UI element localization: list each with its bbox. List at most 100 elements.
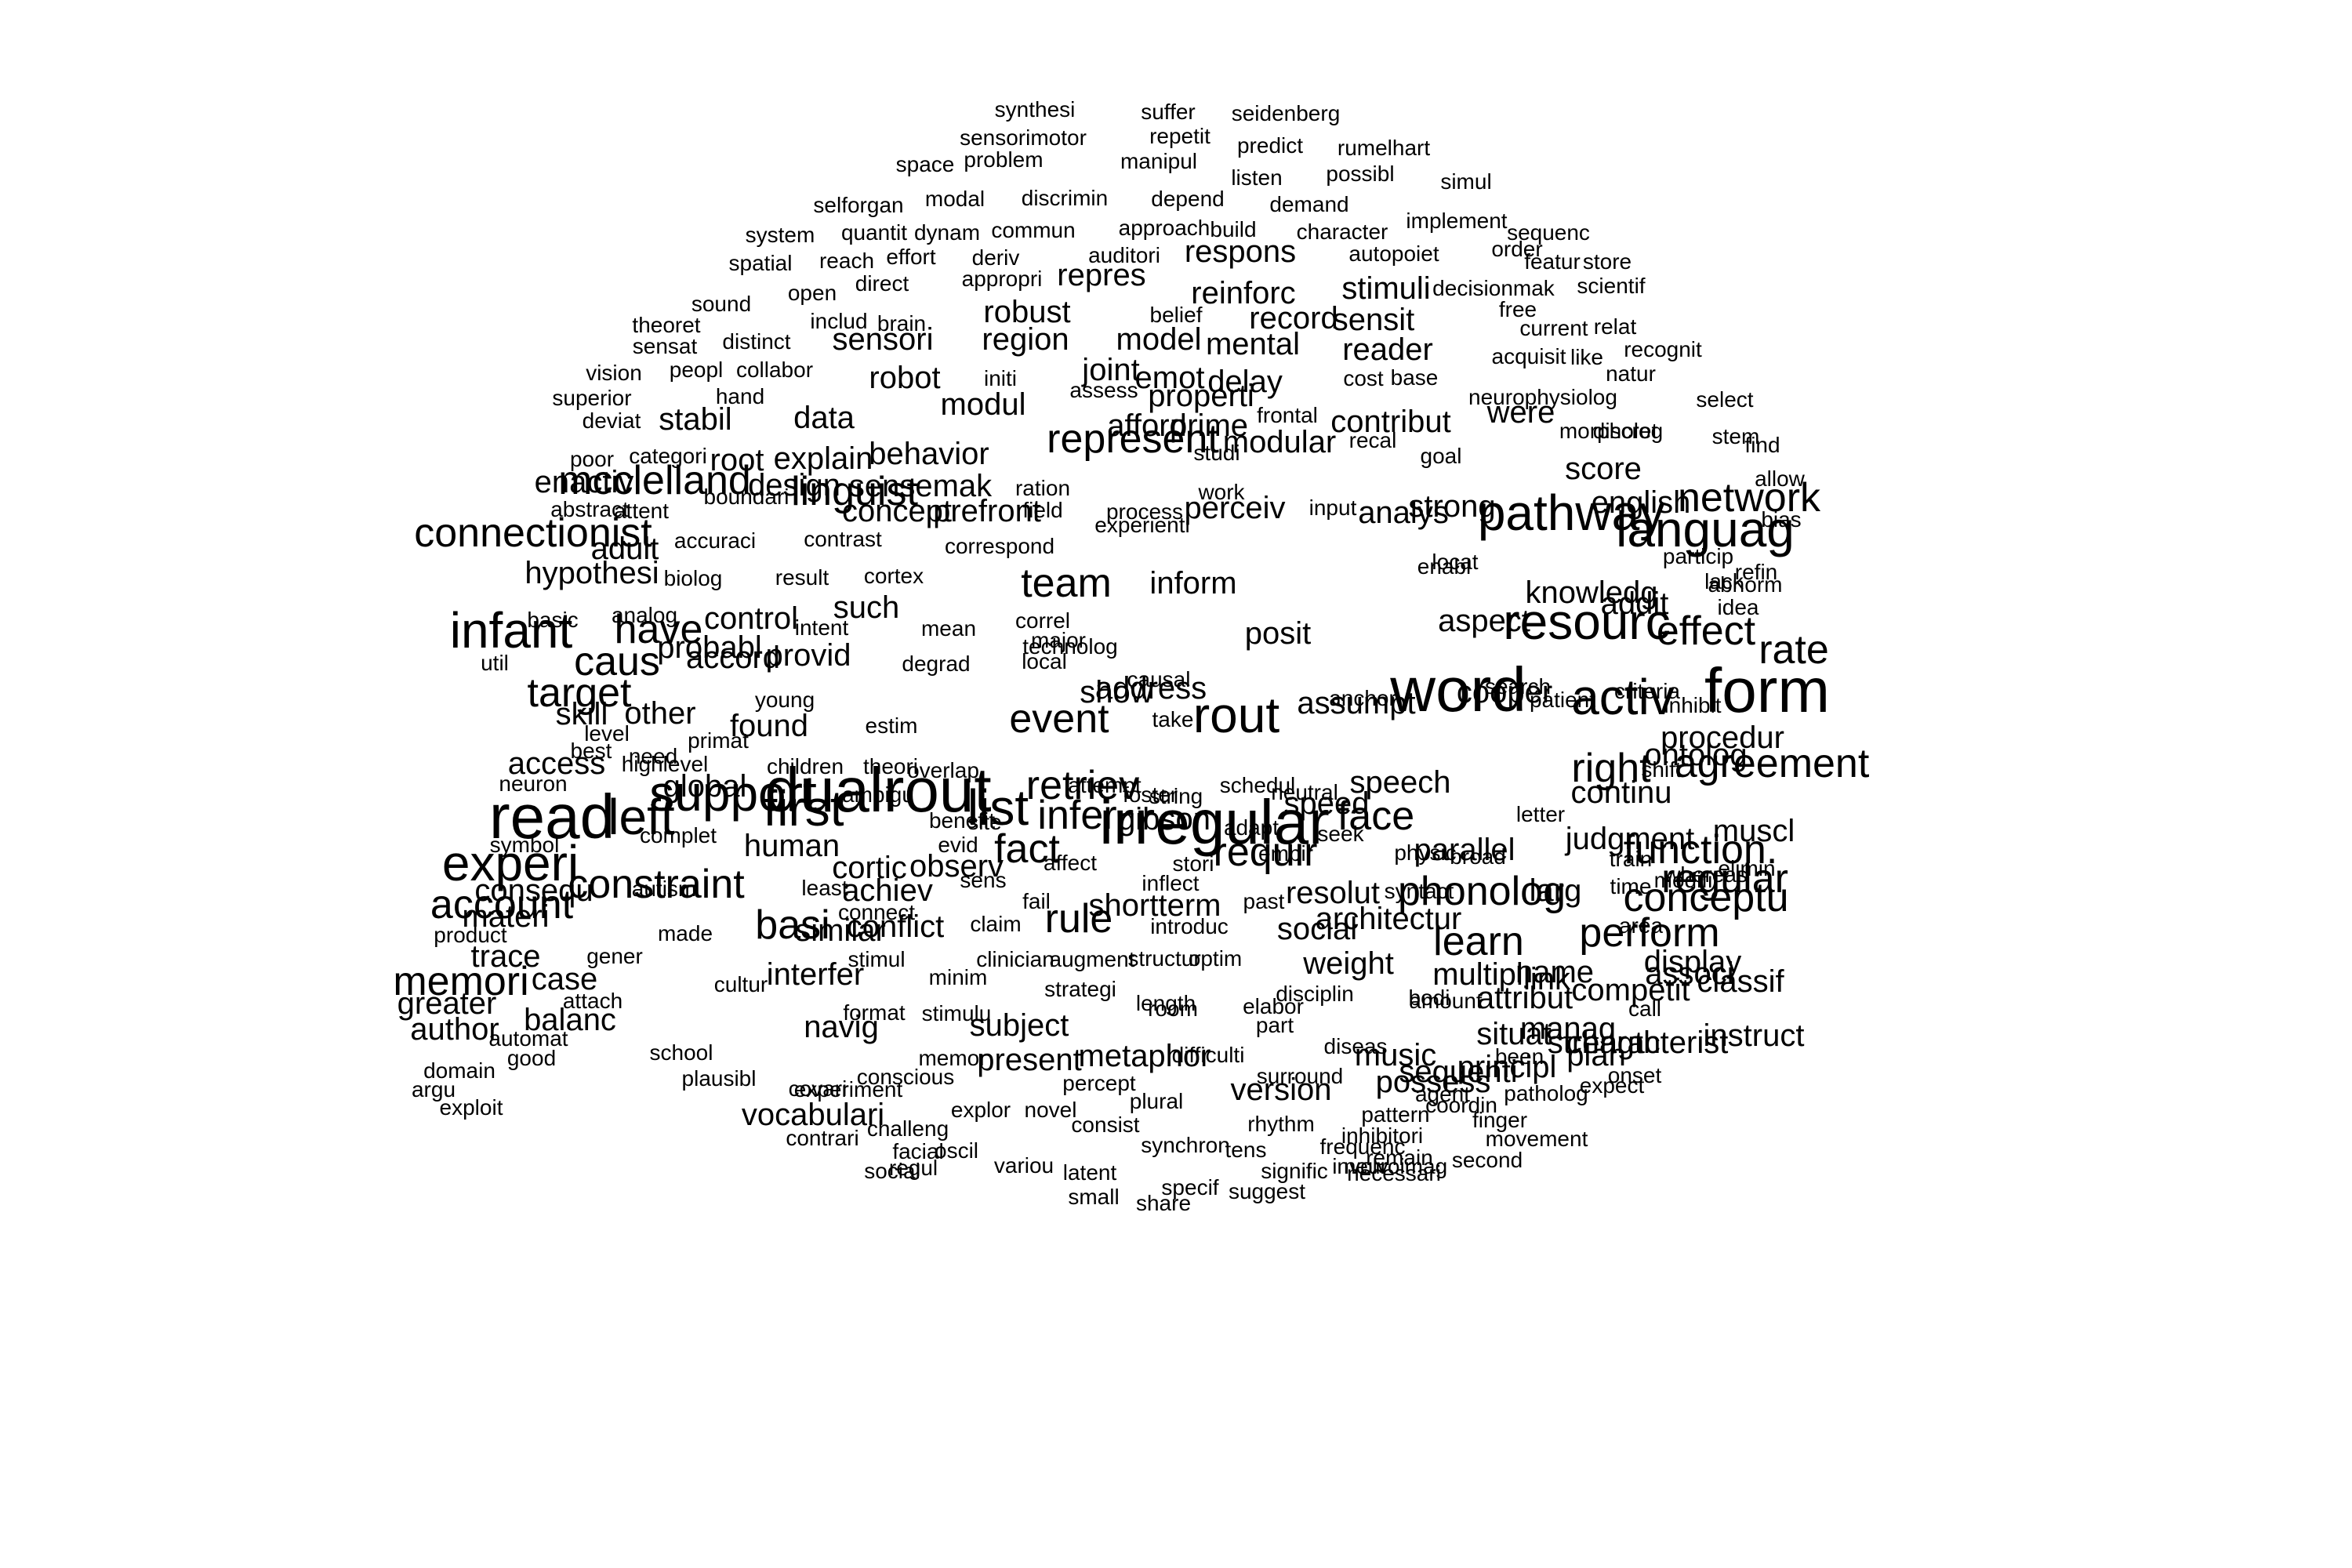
word-cloud-word: bodi [1408,985,1450,1010]
word-cloud-word: human [743,829,840,863]
word-cloud-word: autopoiet [1348,241,1439,266]
word-cloud-word: vision [586,361,642,385]
word-cloud-word: were [1486,395,1555,430]
word-cloud-word: intent [794,615,849,640]
word-cloud-word: classif [1697,964,1784,999]
word-cloud-word: categori [629,444,707,468]
word-cloud-word: percept [1062,1071,1136,1095]
word-cloud-word: attach [562,989,623,1013]
word-cloud-word: name [1515,955,1595,989]
word-cloud-word: implement [1406,209,1508,233]
word-cloud-word: plausibl [681,1066,757,1091]
word-cloud-word: such [833,590,900,625]
word-cloud-word: covari [788,1076,848,1101]
word-cloud-word: spatial [728,251,793,275]
word-cloud-word: regul [888,1156,938,1180]
word-cloud-word: stimuli [1341,271,1431,306]
word-cloud-word: theoret [632,313,701,337]
word-cloud-word: diseas [1323,1034,1388,1058]
word-cloud-word: explain [773,441,873,476]
word-cloud-word: explor [950,1098,1011,1122]
word-cloud-word: demand [1269,192,1349,216]
word-cloud-word: experienti [1094,513,1190,537]
word-cloud-word: assess [1069,378,1138,402]
word-cloud-word: accord [685,641,781,675]
word-cloud-word: brain [877,311,927,336]
word-cloud-word: sound [691,292,752,316]
word-cloud-word: consequ [474,873,593,908]
word-cloud-word: schedul [1219,773,1296,797]
word-cloud-word: dynam [913,220,981,245]
word-cloud-word: gener [586,944,643,968]
word-cloud-word: situat [1476,1017,1552,1051]
word-cloud-word: consist [1071,1112,1140,1137]
word-cloud-word: list [967,779,1029,836]
word-cloud-word: made [657,921,713,946]
word-cloud-word: adapt [1223,815,1279,840]
word-cloud-word: amount [1409,989,1483,1013]
word-cloud-word: abstract [550,497,629,521]
word-cloud-word: result [775,565,829,590]
word-cloud-word: display [1643,945,1742,979]
word-cloud-word: dualrout [764,755,992,825]
word-cloud-word: young [754,688,815,712]
word-cloud-word: contribut [1330,405,1451,439]
word-cloud-word: neuroimag [1343,1154,1448,1178]
word-cloud-word: rate [1759,627,1829,673]
word-cloud-word: input [1308,495,1357,520]
word-cloud-word: symbol [489,833,560,857]
word-cloud-word: enabl [1417,554,1472,579]
word-cloud-word: competit [1571,973,1690,1007]
word-cloud-word: build [1210,217,1257,241]
word-cloud-word: need [628,744,678,768]
word-cloud-word: foster [1122,782,1178,807]
word-cloud-word: field [1022,498,1063,522]
word-cloud-word: bias [1761,507,1802,532]
word-cloud-word: take [1152,707,1194,731]
word-cloud-word: cost [1343,366,1384,390]
word-cloud-word: quantit [840,220,908,245]
word-cloud-word: site [967,810,1002,834]
word-cloud-word: lack [1704,569,1744,593]
word-cloud-word: minim [928,965,988,989]
word-cloud-word: sensit [1332,303,1415,337]
word-cloud-word: fail [1022,889,1051,913]
word-cloud-word: cortic [832,851,907,885]
word-cloud-word: inhibitori [1341,1123,1424,1148]
word-cloud-word: irregular [1099,787,1330,857]
word-cloud-word: greater [397,986,497,1021]
word-cloud-word: aspect [1438,604,1530,638]
word-cloud-word: challeng [866,1116,949,1141]
word-cloud-word: mcclelland [558,458,751,503]
word-cloud-word: primat [688,728,749,753]
word-cloud-word: acquisit [1491,344,1566,368]
word-cloud-word: call [1628,996,1662,1021]
word-cloud-word: recognit [1624,337,1702,361]
word-cloud-word: past [1243,889,1285,913]
word-cloud-word: connectionist [414,510,652,556]
word-cloud-word: tens [1225,1138,1267,1162]
word-cloud-word: product [434,923,507,947]
word-cloud-word: speech [1349,765,1451,800]
word-cloud-word: vocabulari [741,1098,885,1132]
word-cloud-word: weight [1303,946,1394,981]
word-cloud-word: music [1354,1038,1437,1073]
word-cloud-word: auditori [1088,243,1160,267]
word-cloud-word: control [703,601,799,636]
word-cloud-word: order [1491,237,1543,261]
word-cloud-word: have [614,607,703,652]
word-cloud-word: network [1677,475,1821,521]
word-cloud-word: signific [1261,1159,1328,1183]
word-cloud-word: synchron [1141,1133,1230,1157]
word-cloud-word: empir [1258,841,1314,866]
word-cloud-word: basic [527,608,579,632]
word-cloud-word: possess [1375,1065,1491,1099]
word-cloud-word: local [1022,649,1067,673]
word-cloud-word: similar [795,913,886,948]
word-cloud-word: seek [1317,822,1364,846]
word-cloud-word: problem [964,147,1044,172]
word-cloud-word: sensemak [848,469,993,503]
word-cloud-word: character [1296,220,1388,244]
word-cloud-word: elimin [1718,856,1776,880]
word-cloud-word: neurophysiolog [1468,385,1617,409]
